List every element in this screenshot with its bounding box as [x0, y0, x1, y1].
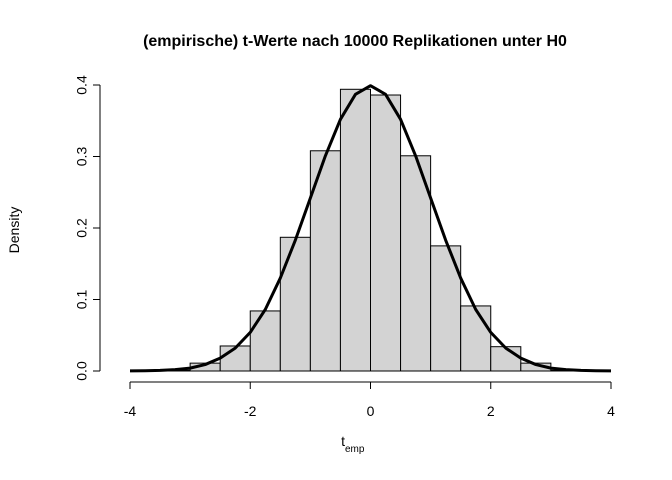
bar [279, 236, 311, 372]
y-tick-label: 0.4 [74, 75, 90, 95]
bar [339, 88, 371, 372]
density-curve [129, 84, 612, 373]
bar [400, 155, 432, 372]
y-tick-label: 0.1 [74, 290, 90, 310]
bar [460, 305, 492, 372]
x-tick-label: 0 [367, 403, 375, 419]
chart-title: (empirische) t-Werte nach 10000 Replikat… [143, 33, 567, 50]
bar [219, 345, 251, 372]
y-tick-label: 0.2 [74, 218, 90, 238]
bar [370, 94, 402, 372]
bar [490, 346, 522, 372]
x-tick-label: 4 [607, 403, 615, 419]
y-tick-label: 0.3 [74, 147, 90, 167]
x-axis-label: t [341, 433, 345, 449]
bar [249, 310, 281, 372]
y-tick-label: 0.0 [74, 361, 90, 381]
x-tick-label: -2 [244, 403, 257, 419]
x-tick-label: -4 [124, 403, 137, 419]
y-axis-label: Density [6, 207, 22, 254]
x-axis-label-sub: emp [345, 444, 365, 455]
x-tick-label: 2 [487, 403, 495, 419]
